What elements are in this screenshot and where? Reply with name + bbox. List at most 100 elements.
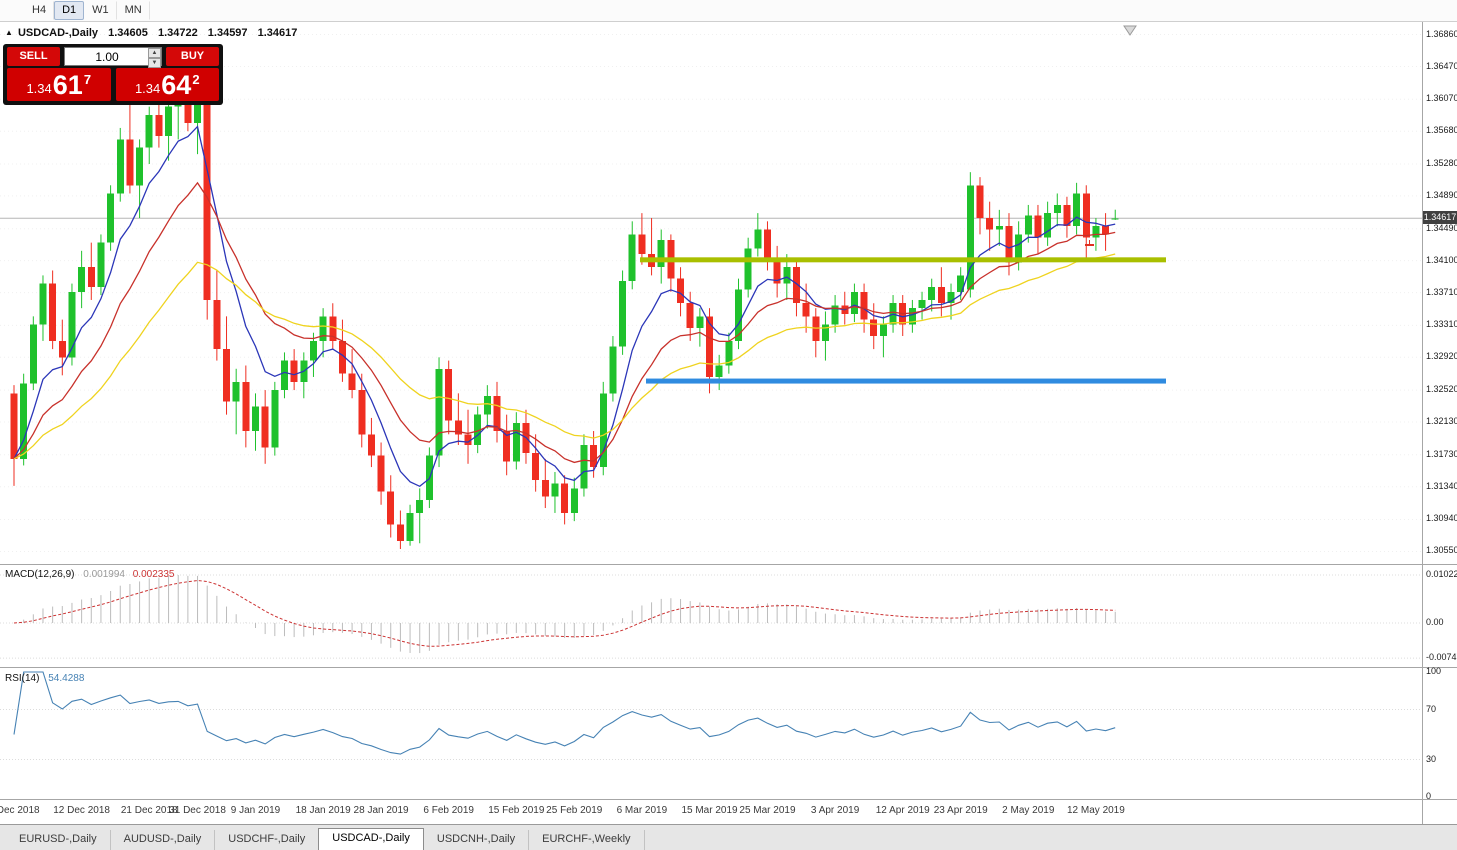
rsi-line xyxy=(13,671,1116,755)
candle xyxy=(1111,218,1119,220)
candle xyxy=(686,303,694,328)
candle xyxy=(1015,234,1023,263)
candle xyxy=(338,340,346,374)
chart-shift-marker-icon[interactable] xyxy=(1123,25,1137,36)
candle xyxy=(763,229,771,260)
objects-layer xyxy=(640,25,1166,384)
tab-audusd-daily[interactable]: AUDUSD-,Daily xyxy=(111,830,216,850)
candle xyxy=(68,291,76,358)
candle xyxy=(290,360,298,382)
candle xyxy=(78,267,86,292)
symbol-title: USDCAD-,Daily xyxy=(17,27,99,39)
candle xyxy=(677,278,685,304)
macd-name: MACD(12,26,9) xyxy=(5,569,75,580)
chart-tabs-bar: EURUSD-,Daily AUDUSD-,Daily USDCHF-,Daily U… xyxy=(0,824,1457,850)
support-line[interactable] xyxy=(646,378,1166,384)
timeframe-button-group: H4 D1 W1 MN xyxy=(0,0,1457,21)
buy-price-point: 2 xyxy=(192,72,200,87)
candle xyxy=(232,381,240,402)
candle xyxy=(194,96,202,124)
candle xyxy=(966,185,974,290)
tab-usdcnh-daily[interactable]: USDCNH-,Daily xyxy=(424,830,530,850)
buy-price-pips: 64 xyxy=(161,70,192,100)
candle xyxy=(715,365,723,377)
rsi-indicator-label: RSI(14) 54.4288 xyxy=(5,673,84,684)
tab-usdchf-daily[interactable]: USDCHF-,Daily xyxy=(215,830,320,850)
candle xyxy=(619,281,627,347)
candle xyxy=(58,340,66,358)
volume-input[interactable] xyxy=(65,48,161,66)
macd-indicator-label: MACD(12,26,9) 0.001994 0.002335 xyxy=(5,569,174,580)
candle xyxy=(213,299,221,350)
candle xyxy=(416,499,424,513)
open-value: 1.34605 xyxy=(108,27,148,39)
candle xyxy=(706,316,714,377)
tab-usdcad-daily[interactable]: USDCAD-,Daily xyxy=(318,828,424,850)
candle xyxy=(831,305,839,325)
volume-increase-button[interactable]: ▲ xyxy=(148,48,161,58)
chart-tabs: EURUSD-,Daily AUDUSD-,Daily USDCHF-,Daily U… xyxy=(0,825,1457,850)
sell-price-display[interactable]: 1.34 61 7 xyxy=(7,68,111,101)
macd-main-value: 0.001994 xyxy=(83,569,125,580)
candle xyxy=(792,267,800,304)
macd-signal-value: 0.002335 xyxy=(132,569,175,580)
candle xyxy=(570,488,578,513)
grid-layer xyxy=(0,22,1457,824)
candle xyxy=(976,185,984,219)
candle xyxy=(947,291,955,304)
candle xyxy=(1044,213,1052,238)
candle xyxy=(271,390,279,448)
candle xyxy=(725,340,733,366)
resistance-line[interactable] xyxy=(640,257,1166,263)
candle xyxy=(136,147,144,186)
candle xyxy=(29,324,37,384)
candle xyxy=(319,316,327,341)
timeframe-button-h4[interactable]: H4 xyxy=(24,1,55,20)
timeframe-button-d1[interactable]: D1 xyxy=(54,1,85,20)
candle xyxy=(599,393,607,468)
buy-price-prefix: 1.34 xyxy=(134,81,161,96)
macd-histogram xyxy=(23,575,1116,654)
candle xyxy=(541,480,549,497)
candle xyxy=(551,483,559,497)
timeframe-toolbar: H4 D1 W1 MN xyxy=(0,0,1457,22)
candle xyxy=(937,286,945,304)
one-click-trading-panel: SELL ▲ ▼ BUY 1.34 61 7 1.34 64 2 xyxy=(3,44,223,105)
candle xyxy=(49,283,57,341)
candle xyxy=(116,139,124,194)
candle xyxy=(445,368,453,421)
candle xyxy=(512,422,520,462)
candle xyxy=(1102,226,1110,235)
macd-signal-line xyxy=(13,579,1116,647)
tab-eurchf-weekly[interactable]: EURCHF-,Weekly xyxy=(529,830,645,850)
chart-ohlc-header: ▲ USDCAD-,Daily 1.34605 1.34722 1.34597 … xyxy=(5,27,297,39)
candle xyxy=(184,98,192,124)
fast-ma xyxy=(13,125,1116,488)
candle xyxy=(474,414,482,445)
candle xyxy=(580,444,588,489)
medium-ma xyxy=(13,181,1116,464)
candle xyxy=(609,346,617,394)
candle xyxy=(39,283,47,325)
candle xyxy=(377,455,385,492)
buy-button[interactable]: BUY xyxy=(166,47,219,66)
buy-price-display[interactable]: 1.34 64 2 xyxy=(115,68,219,101)
candle xyxy=(126,139,134,186)
candle xyxy=(309,340,317,361)
candle xyxy=(657,240,665,268)
sell-price-pips: 61 xyxy=(52,70,83,100)
candle xyxy=(10,393,18,459)
tab-eurusd-daily[interactable]: EURUSD-,Daily xyxy=(6,830,111,850)
candle xyxy=(87,267,95,287)
timeframe-button-mn[interactable]: MN xyxy=(117,1,150,20)
candle xyxy=(1024,215,1032,235)
moving-averages-layer xyxy=(13,125,1116,488)
candle xyxy=(957,275,965,292)
candle xyxy=(329,316,337,341)
timeframe-button-w1[interactable]: W1 xyxy=(84,1,117,20)
volume-decrease-button[interactable]: ▼ xyxy=(148,58,161,68)
sell-button[interactable]: SELL xyxy=(7,47,60,66)
candle xyxy=(358,390,366,435)
